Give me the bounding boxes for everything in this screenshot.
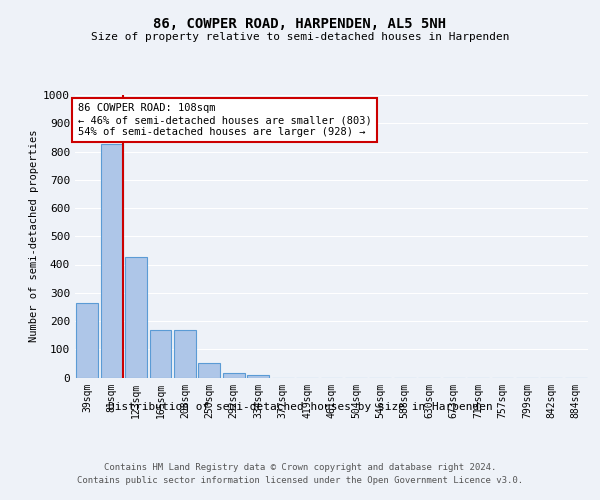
Bar — [199, 363, 220, 378]
Text: Contains HM Land Registry data © Crown copyright and database right 2024.: Contains HM Land Registry data © Crown c… — [104, 462, 496, 471]
Bar — [247, 374, 269, 378]
Bar — [76, 302, 98, 378]
Text: Distribution of semi-detached houses by size in Harpenden: Distribution of semi-detached houses by … — [107, 402, 493, 412]
Y-axis label: Number of semi-detached properties: Number of semi-detached properties — [29, 130, 39, 342]
Text: 86, COWPER ROAD, HARPENDEN, AL5 5NH: 86, COWPER ROAD, HARPENDEN, AL5 5NH — [154, 18, 446, 32]
Bar — [101, 144, 122, 378]
Bar — [125, 258, 147, 378]
Bar — [149, 330, 172, 378]
Text: Contains public sector information licensed under the Open Government Licence v3: Contains public sector information licen… — [77, 476, 523, 485]
Bar — [223, 374, 245, 378]
Text: 86 COWPER ROAD: 108sqm
← 46% of semi-detached houses are smaller (803)
54% of se: 86 COWPER ROAD: 108sqm ← 46% of semi-det… — [77, 104, 371, 136]
Text: Size of property relative to semi-detached houses in Harpenden: Size of property relative to semi-detach… — [91, 32, 509, 42]
Bar — [174, 330, 196, 378]
